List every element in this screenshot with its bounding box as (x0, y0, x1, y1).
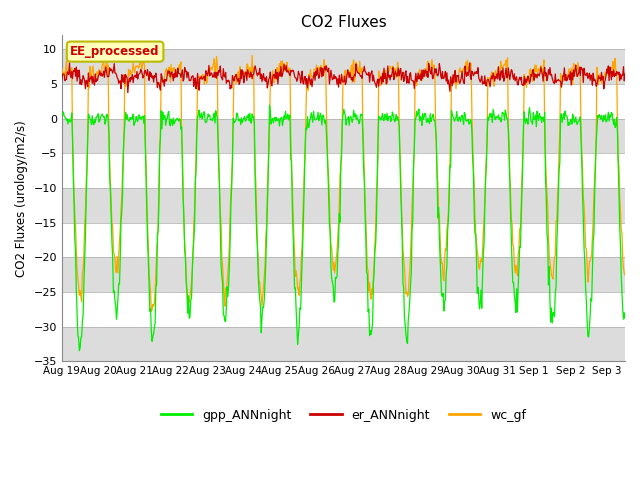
Bar (62, 84, 625, 119)
Y-axis label: CO2 Fluxes (urology/m2/s): CO2 Fluxes (urology/m2/s) (15, 120, 28, 277)
Bar (62, 153, 625, 188)
Legend: gpp_ANNnight, er_ANNnight, wc_gf: gpp_ANNnight, er_ANNnight, wc_gf (156, 404, 531, 427)
Bar (62, 292, 625, 327)
Bar (62, 327, 625, 361)
Text: EE_processed: EE_processed (70, 45, 160, 58)
Bar (62, 49, 625, 84)
Bar (62, 119, 625, 153)
Bar (62, 188, 625, 223)
Bar (62, 223, 625, 257)
Title: CO2 Fluxes: CO2 Fluxes (301, 15, 387, 30)
Bar (62, 257, 625, 292)
